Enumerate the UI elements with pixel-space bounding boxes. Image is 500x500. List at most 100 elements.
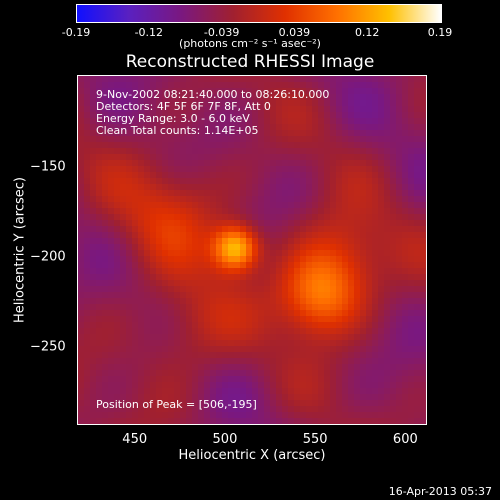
heatmap-cell: [138, 232, 145, 239]
heatmap-cell: [204, 106, 211, 113]
heatmap-cell: [228, 184, 235, 191]
info-time-range: 9-Nov-2002 08:21:40.000 to 08:26:10.000: [96, 88, 330, 101]
heatmap-cell: [156, 118, 163, 125]
heatmap-cell: [186, 346, 193, 353]
heatmap-cell: [360, 370, 367, 377]
heatmap-cell: [318, 310, 325, 317]
heatmap-cell: [354, 148, 361, 155]
heatmap-cell: [150, 304, 157, 311]
heatmap-cell: [78, 232, 85, 239]
heatmap-cell: [390, 412, 397, 419]
heatmap-cell: [396, 196, 403, 203]
heatmap-cell: [324, 310, 331, 317]
heatmap-cell: [324, 370, 331, 377]
heatmap-cell: [414, 298, 421, 305]
heatmap-cell: [306, 220, 313, 227]
heatmap-cell: [144, 394, 151, 401]
heatmap-cell: [108, 154, 115, 161]
heatmap-cell: [114, 334, 121, 341]
heatmap-cell: [324, 328, 331, 335]
heatmap-cell: [180, 358, 187, 365]
heatmap-cell: [90, 208, 97, 215]
heatmap-cell: [366, 154, 373, 161]
heatmap-cell: [102, 118, 109, 125]
heatmap-cell: [330, 370, 337, 377]
heatmap-cell: [156, 352, 163, 359]
heatmap-cell: [342, 268, 349, 275]
heatmap-cell: [102, 268, 109, 275]
heatmap-cell: [414, 376, 421, 383]
heatmap-cell: [402, 232, 409, 239]
heatmap-cell: [162, 232, 169, 239]
heatmap-cell: [228, 112, 235, 119]
heatmap-cell: [306, 160, 313, 167]
heatmap-cell: [132, 280, 139, 287]
heatmap-cell: [228, 388, 235, 395]
heatmap-cell: [84, 280, 91, 287]
heatmap-cell: [228, 148, 235, 155]
heatmap-cell: [210, 100, 217, 107]
heatmap-cell: [318, 280, 325, 287]
heatmap-cell: [258, 208, 265, 215]
heatmap-cell: [372, 214, 379, 221]
heatmap-cell: [78, 262, 85, 269]
heatmap-cell: [294, 382, 301, 389]
heatmap-cell: [192, 112, 199, 119]
heatmap-cell: [168, 274, 175, 281]
heatmap-cell: [264, 154, 271, 161]
heatmap-cell: [252, 148, 259, 155]
heatmap-cell: [408, 262, 415, 269]
heatmap-cell: [306, 298, 313, 305]
heatmap-cell: [132, 298, 139, 305]
heatmap-cell: [270, 136, 277, 143]
heatmap-cell: [270, 94, 277, 101]
heatmap-cell: [324, 214, 331, 221]
heatmap-cell: [204, 334, 211, 341]
heatmap-cell: [348, 256, 355, 263]
heatmap-cell: [360, 214, 367, 221]
heatmap-cell: [288, 280, 295, 287]
heatmap-cell: [108, 184, 115, 191]
heatmap-cell: [180, 244, 187, 251]
heatmap-cell: [174, 268, 181, 275]
heatmap-cell: [306, 190, 313, 197]
heatmap-cell: [324, 346, 331, 353]
heatmap-cell: [324, 376, 331, 383]
heatmap-cell: [300, 334, 307, 341]
heatmap-cell: [258, 364, 265, 371]
heatmap-cell: [276, 136, 283, 143]
heatmap-cell: [222, 274, 229, 281]
heatmap-cell: [138, 280, 145, 287]
heatmap-cell: [234, 196, 241, 203]
heatmap-cell: [372, 394, 379, 401]
heatmap-cell: [150, 316, 157, 323]
heatmap-cell: [96, 100, 103, 107]
heatmap-cell: [228, 358, 235, 365]
heatmap-cell: [144, 238, 151, 245]
heatmap-cell: [378, 166, 385, 173]
heatmap-cell: [390, 178, 397, 185]
heatmap-cell: [342, 304, 349, 311]
heatmap-cell: [294, 376, 301, 383]
heatmap-cell: [360, 292, 367, 299]
heatmap-cell: [228, 274, 235, 281]
heatmap-cell: [186, 316, 193, 323]
heatmap-cell: [366, 322, 373, 329]
heatmap-cell: [354, 238, 361, 245]
heatmap-cell: [360, 220, 367, 227]
heatmap-cell: [126, 190, 133, 197]
heatmap-cell: [180, 232, 187, 239]
heatmap-cell: [108, 148, 115, 155]
heatmap-cell: [306, 142, 313, 149]
heatmap-cell: [198, 418, 205, 424]
heatmap-cell: [390, 220, 397, 227]
heatmap-cell: [132, 106, 139, 113]
heatmap-cell: [180, 88, 187, 95]
heatmap-cell: [192, 160, 199, 167]
heatmap-cell: [144, 280, 151, 287]
heatmap-cell: [90, 226, 97, 233]
heatmap-cell: [306, 364, 313, 371]
heatmap-cell: [144, 400, 151, 407]
heatmap-cell: [402, 358, 409, 365]
heatmap-cell: [162, 304, 169, 311]
